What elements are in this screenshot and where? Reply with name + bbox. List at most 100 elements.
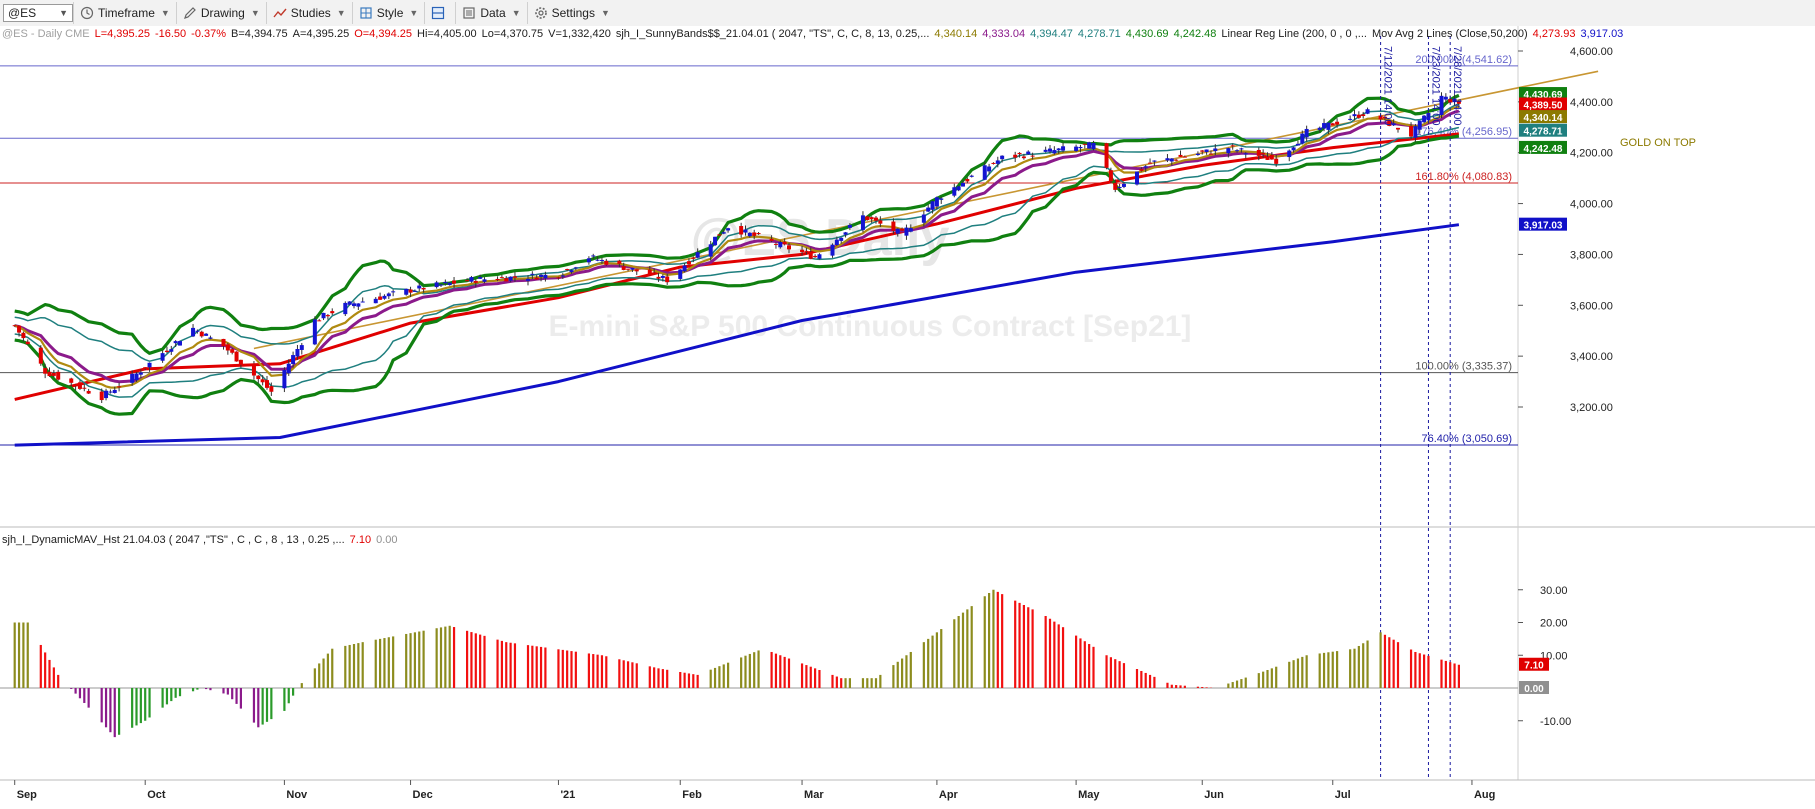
indicator-tick-label: 20.00 xyxy=(1540,618,1568,630)
studies-button[interactable]: Studies ▼ xyxy=(265,2,352,24)
time-tick-label: Sep xyxy=(17,789,37,801)
candle-body xyxy=(787,245,791,250)
candle-body xyxy=(51,372,56,376)
price-panel xyxy=(0,26,1815,522)
candle-body xyxy=(1117,186,1122,189)
candle-body xyxy=(874,217,878,221)
candle-body xyxy=(1148,162,1153,164)
candle-body xyxy=(539,274,544,277)
candle-body xyxy=(834,239,839,245)
candle-body xyxy=(439,284,443,286)
candle-body xyxy=(360,301,365,303)
candle-body xyxy=(900,228,905,231)
candle-body xyxy=(695,252,700,258)
candle-body xyxy=(443,281,448,284)
candle-body xyxy=(626,268,631,270)
candle-body xyxy=(860,215,865,230)
sunny-band-inner-lower xyxy=(14,126,1460,398)
candle-body xyxy=(321,312,326,319)
indicator-panel xyxy=(0,522,1815,780)
candle-body xyxy=(1165,158,1170,161)
layout-button[interactable] xyxy=(424,2,455,24)
clock-icon xyxy=(80,6,94,20)
candle-body xyxy=(117,386,122,388)
candle-body xyxy=(591,255,596,257)
candle-body xyxy=(1052,150,1057,154)
candle-body xyxy=(1239,148,1244,150)
candle-body xyxy=(465,280,470,282)
candle-body xyxy=(1174,159,1179,161)
candle-body xyxy=(708,244,713,257)
candle-body xyxy=(1182,156,1187,158)
settings-button[interactable]: Settings ▼ xyxy=(526,2,616,24)
candle-body xyxy=(1169,158,1174,162)
candle-body xyxy=(956,186,961,191)
candle-body xyxy=(630,268,635,270)
candle-body xyxy=(813,255,818,258)
candle-body xyxy=(556,277,561,279)
layout-icon xyxy=(432,6,445,20)
candle-body xyxy=(1287,150,1292,158)
candle-body xyxy=(1378,115,1383,120)
drawing-button[interactable]: Drawing ▼ xyxy=(175,2,266,24)
candle-body xyxy=(504,278,509,282)
candle-body xyxy=(160,353,165,361)
candle-body xyxy=(434,282,439,288)
candle-body xyxy=(526,278,530,281)
candle-body xyxy=(12,325,17,327)
candle-body xyxy=(17,325,22,333)
candle-body xyxy=(1335,121,1340,125)
candle-body xyxy=(1104,143,1109,168)
candle-body xyxy=(38,347,43,364)
candle-body xyxy=(665,276,670,283)
candle-body xyxy=(47,371,52,377)
candle-body xyxy=(1243,153,1248,155)
candle-body xyxy=(604,260,609,265)
timeframe-button[interactable]: Timeframe ▼ xyxy=(73,2,176,24)
price-label-box xyxy=(1519,87,1567,101)
candle-body xyxy=(1152,160,1157,162)
info-item: 3,917.03 xyxy=(1580,28,1624,40)
candle-body xyxy=(560,275,565,277)
candle-body xyxy=(1439,95,1444,115)
candle-body xyxy=(1121,183,1126,187)
indicator-item: 0.00 xyxy=(376,534,398,546)
candle-body xyxy=(447,282,452,286)
info-item: 4,273.93 xyxy=(1532,28,1576,40)
candle-body xyxy=(352,303,356,307)
data-button[interactable]: Data ▼ xyxy=(455,2,526,24)
candle-body xyxy=(408,289,413,293)
indicator-value-box xyxy=(1519,657,1549,671)
price-label-tag: 4,340.14 xyxy=(1519,110,1567,124)
info-item: O=4,394.25 xyxy=(354,28,413,40)
candle-body xyxy=(543,274,548,279)
candle-body xyxy=(478,277,483,279)
info-item: @ES - Daily CME xyxy=(2,28,90,40)
candle-body xyxy=(482,279,487,282)
chevron-down-icon: ▼ xyxy=(600,8,610,18)
candle-body xyxy=(530,273,535,275)
candle-body xyxy=(269,386,274,392)
pencil-icon xyxy=(183,7,196,19)
candle-body xyxy=(721,232,726,234)
candle-body xyxy=(869,217,874,220)
candle-body xyxy=(56,371,61,380)
candle-body xyxy=(686,261,691,265)
candle-body xyxy=(256,375,261,380)
candle-body xyxy=(1448,99,1453,103)
candle-body xyxy=(930,201,935,210)
candle-body xyxy=(995,160,1000,164)
candle-body xyxy=(773,243,778,245)
price-label-tag: 3,917.03 xyxy=(1519,217,1567,232)
price-tick-label: 3,600.00 xyxy=(1570,300,1613,312)
candle-body xyxy=(847,224,852,228)
candle-body xyxy=(1061,146,1066,151)
symbol-selector[interactable]: @ES ▼ xyxy=(3,4,73,22)
candle-body xyxy=(1226,148,1231,154)
style-button[interactable]: Style ▼ xyxy=(351,2,425,24)
candle-body xyxy=(1409,125,1414,137)
candle-body xyxy=(147,362,152,368)
candle-body xyxy=(1074,146,1079,152)
indicator-info-line: sjh_I_DynamicMAV_Hst 21.04.03 ( 2047 ,"T… xyxy=(2,534,398,546)
